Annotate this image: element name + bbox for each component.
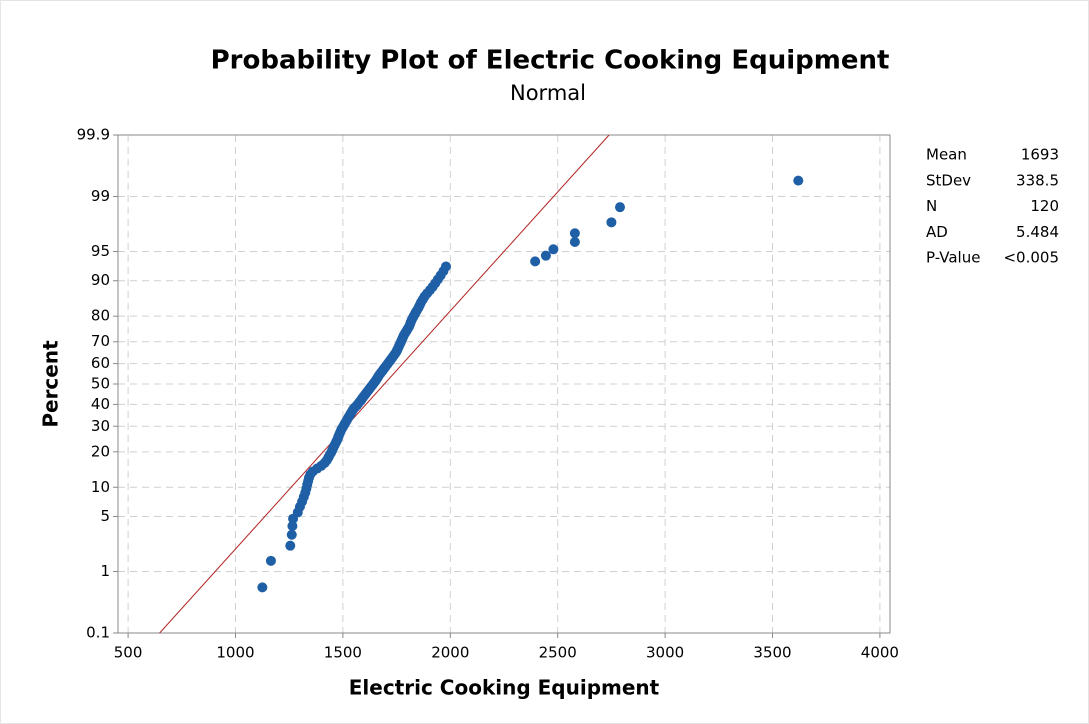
data-point — [548, 244, 559, 255]
x-tick-label: 2500 — [539, 644, 577, 662]
y-tick-label: 1 — [100, 562, 110, 580]
stat-value: 338.5 — [1016, 171, 1059, 189]
data-point — [441, 261, 452, 272]
stat-label: AD — [926, 223, 948, 241]
data-point — [257, 582, 268, 593]
data-point — [540, 250, 551, 261]
x-tick-label: 500 — [114, 644, 143, 662]
y-tick-label: 70 — [91, 332, 110, 350]
data-point — [569, 228, 580, 239]
x-tick-label: 3500 — [753, 644, 791, 662]
data-point — [569, 236, 580, 247]
stat-label: P-Value — [926, 249, 980, 267]
data-point — [265, 555, 276, 566]
stat-value: 5.484 — [1016, 223, 1059, 241]
x-axis-label: Electric Cooking Equipment — [349, 676, 660, 700]
data-point — [606, 217, 617, 228]
stat-label: Mean — [926, 146, 967, 164]
y-tick-label: 0.1 — [86, 624, 110, 642]
data-point — [286, 529, 297, 540]
data-point — [793, 175, 804, 186]
y-tick-label: 95 — [91, 242, 110, 260]
stat-value: 120 — [1030, 197, 1059, 215]
stat-value: <0.005 — [1003, 249, 1059, 267]
x-tick-label: 1000 — [216, 644, 254, 662]
y-tick-label: 20 — [91, 442, 110, 460]
stat-value: 1693 — [1021, 146, 1059, 164]
y-tick-label: 40 — [91, 395, 110, 413]
y-tick-label: 5 — [100, 507, 110, 525]
x-tick-label: 3000 — [646, 644, 684, 662]
stat-label: N — [926, 197, 937, 215]
y-tick-label: 10 — [91, 478, 110, 496]
y-tick-label: 30 — [91, 417, 110, 435]
x-tick-label: 1500 — [324, 644, 362, 662]
y-tick-label: 50 — [91, 375, 110, 393]
y-tick-label: 99 — [91, 187, 110, 205]
data-point — [614, 202, 625, 213]
data-point — [530, 256, 541, 267]
y-tick-label: 90 — [91, 271, 110, 289]
fit-line — [159, 135, 610, 633]
y-tick-label: 60 — [91, 354, 110, 372]
x-tick-label: 4000 — [861, 644, 899, 662]
stat-label: StDev — [926, 171, 971, 189]
y-axis-label: Percent — [39, 340, 63, 428]
y-tick-label: 99.9 — [77, 126, 110, 144]
data-point — [285, 540, 296, 551]
chart-subtitle: Normal — [510, 81, 586, 105]
x-tick-label: 2000 — [431, 644, 469, 662]
chart-title: Probability Plot of Electric Cooking Equ… — [211, 46, 890, 76]
data-point — [287, 521, 298, 532]
y-tick-label: 80 — [91, 307, 110, 325]
